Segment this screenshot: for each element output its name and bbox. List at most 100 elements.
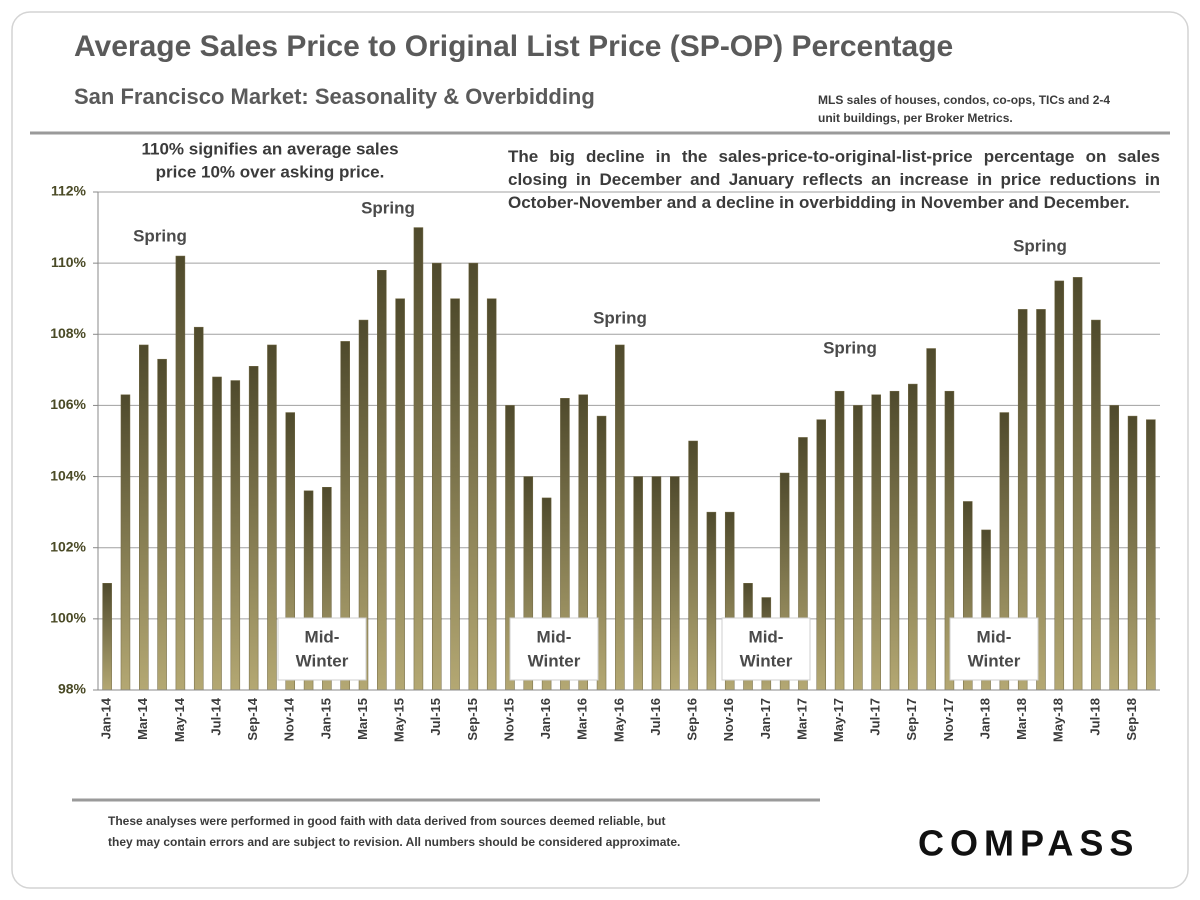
- bar: [193, 326, 204, 691]
- bar: [1091, 319, 1101, 691]
- x-tick-label: May-18: [1051, 698, 1066, 742]
- bar: [1072, 277, 1083, 691]
- x-tick-label: Jan-17: [758, 698, 773, 739]
- bar: [120, 394, 131, 691]
- winter-box: [721, 617, 811, 681]
- y-tick-label: 112%: [51, 183, 87, 199]
- chart-title: Average Sales Price to Original List Pri…: [74, 30, 953, 63]
- x-tick-label: Nov-17: [941, 698, 956, 741]
- x-tick-label: Nov-14: [282, 697, 297, 741]
- bar: [908, 383, 918, 691]
- x-tick-label: Jan-15: [318, 698, 333, 739]
- winter-label: Mid-: [537, 627, 572, 646]
- y-tick-label: 98%: [58, 681, 87, 697]
- x-tick-label: May-17: [831, 698, 846, 742]
- bar: [377, 270, 387, 691]
- spring-label: Spring: [823, 338, 877, 357]
- bar: [816, 419, 827, 691]
- winter-label: Mid-: [977, 627, 1012, 646]
- x-tick-label: Sep-15: [465, 698, 480, 741]
- bar: [230, 380, 241, 691]
- bar: [651, 476, 662, 691]
- bar: [450, 298, 460, 691]
- bar: [175, 255, 186, 691]
- note-left: 110% signifies an average sales: [141, 139, 398, 158]
- bar: [1127, 415, 1138, 691]
- bar: [267, 344, 277, 691]
- x-tick-label: Sep-18: [1124, 698, 1139, 741]
- source-note: MLS sales of houses, condos, co-ops, TIC…: [818, 93, 1110, 107]
- x-tick-label: Nov-15: [501, 698, 516, 741]
- winter-label: Winter: [740, 651, 793, 670]
- spring-label: Spring: [593, 308, 647, 327]
- x-tick-label: Mar-14: [135, 697, 150, 740]
- bar: [871, 394, 881, 691]
- x-tick-label: May-16: [611, 698, 626, 742]
- bar: [139, 344, 149, 691]
- note-right: The big decline in the sales-price-to-or…: [508, 147, 1160, 212]
- bar: [834, 390, 845, 691]
- winter-box: [509, 617, 599, 681]
- spring-label: Spring: [133, 226, 187, 245]
- bar: [1054, 280, 1065, 691]
- x-tick-label: May-15: [392, 698, 407, 742]
- x-tick-label: Mar-15: [355, 698, 370, 740]
- logo: COMPASS: [918, 823, 1139, 864]
- x-tick-label: Sep-14: [245, 697, 260, 740]
- x-tick-label: Jan-18: [977, 698, 992, 739]
- bar: [615, 344, 625, 691]
- y-tick-label: 100%: [50, 610, 86, 626]
- winter-label: Winter: [296, 651, 349, 670]
- winter-label: Winter: [968, 651, 1021, 670]
- x-tick-label: Sep-17: [904, 698, 919, 741]
- x-tick-label: Mar-18: [1014, 698, 1029, 740]
- note-left: price 10% over asking price.: [156, 162, 385, 181]
- source-note: unit buildings, per Broker Metrics.: [818, 111, 1013, 125]
- x-tick-label: Mar-17: [794, 698, 809, 740]
- bar: [889, 390, 900, 691]
- y-tick-label: 104%: [50, 467, 86, 483]
- spring-label: Spring: [1013, 236, 1067, 255]
- x-tick-label: Jan-16: [538, 698, 553, 739]
- x-tick-label: Jul-15: [428, 698, 443, 736]
- bar: [431, 262, 442, 691]
- x-tick-label: May-14: [172, 697, 187, 742]
- bar: [706, 511, 717, 691]
- x-tick-label: Jul-18: [1087, 698, 1102, 736]
- x-tick-label: Jul-16: [648, 698, 663, 736]
- bar: [1109, 405, 1119, 691]
- bar: [157, 358, 167, 691]
- bar: [413, 227, 424, 691]
- bar: [248, 366, 259, 691]
- x-tick-label: Mar-16: [575, 698, 590, 740]
- x-tick-label: Nov-16: [721, 698, 736, 741]
- bar: [395, 298, 405, 691]
- y-tick-label: 110%: [51, 254, 87, 270]
- x-tick-label: Jul-17: [868, 698, 883, 736]
- winter-box: [949, 617, 1039, 681]
- disclaimer: they may contain errors and are subject …: [108, 835, 680, 849]
- winter-box: [277, 617, 367, 681]
- winter-label: Mid-: [749, 627, 784, 646]
- winter-label: Mid-: [305, 627, 340, 646]
- x-tick-label: Jan-14: [99, 697, 114, 739]
- bar: [102, 583, 112, 691]
- y-tick-label: 102%: [50, 538, 86, 554]
- bar: [212, 376, 222, 691]
- y-tick-label: 108%: [50, 325, 86, 341]
- bar: [1146, 419, 1156, 691]
- bar: [688, 440, 698, 691]
- bar: [926, 348, 936, 691]
- x-tick-label: Jul-14: [208, 697, 223, 735]
- bar: [670, 476, 680, 691]
- y-tick-label: 106%: [50, 396, 86, 412]
- winter-label: Winter: [528, 651, 581, 670]
- bar: [633, 476, 643, 691]
- disclaimer: These analyses were performed in good fa…: [108, 814, 665, 828]
- bar: [486, 298, 497, 691]
- x-tick-label: Sep-16: [685, 698, 700, 741]
- chart-subtitle: San Francisco Market: Seasonality & Over…: [74, 84, 595, 109]
- bar: [468, 262, 479, 691]
